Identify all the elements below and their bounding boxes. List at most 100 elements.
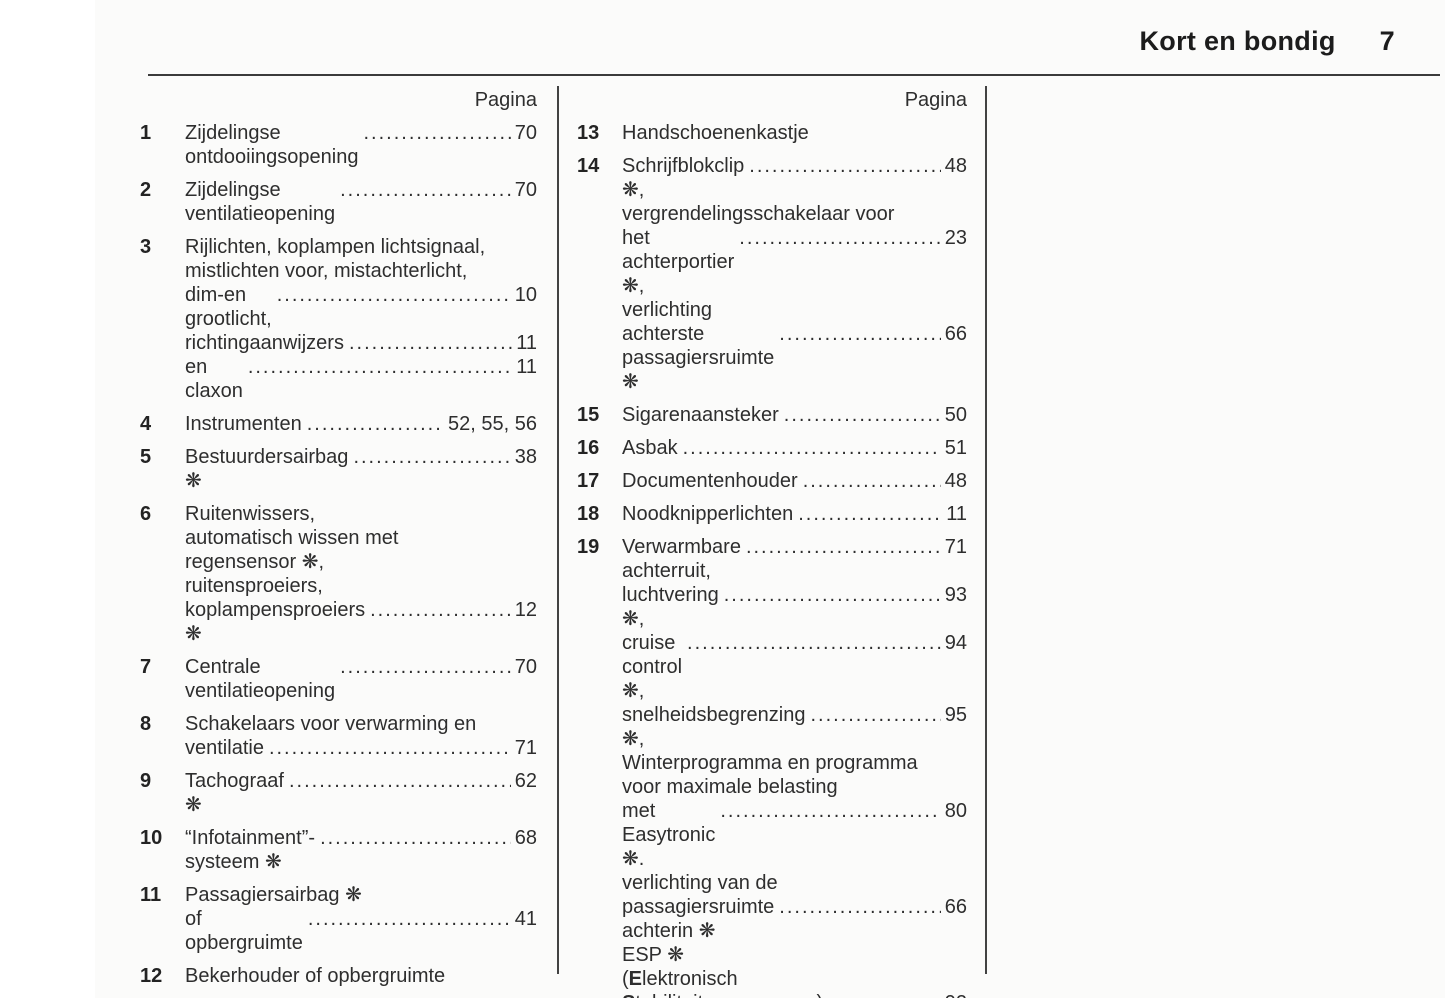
entry-text: vergrendelingsschakelaar voor	[622, 203, 895, 225]
entry-lines: Ruitenwissers, automatisch wissen met rege…	[185, 502, 537, 646]
dot-leader: ........................................…	[779, 323, 940, 345]
entry-page-number: 50	[944, 404, 967, 426]
entry-line: Passagiersairbag ❋	[185, 883, 537, 907]
entry-text: achterste passagiersruimte ❋	[622, 323, 780, 393]
entry-number: 5	[140, 446, 152, 468]
option-asterisk-icon: ❋	[345, 884, 362, 906]
dot-leader: ........................................…	[802, 470, 941, 492]
entry-text: automatisch wissen met	[185, 527, 399, 549]
entry-lines: Noodknipperlichten......................…	[622, 502, 967, 526]
entry-number: 1	[140, 122, 152, 144]
entry-lines: Zijdelingse ventilatieopening...........…	[185, 178, 537, 226]
entry-line: automatisch wissen met	[185, 526, 537, 550]
entry-lines: Documentenhouder........................…	[622, 469, 967, 493]
entry-page-number: 11	[946, 503, 967, 525]
index-entry: 5 Bestuurdersairbag ❋....................…	[140, 445, 537, 493]
entry-line: of opbergruimte.........................…	[185, 907, 537, 955]
entry-lines: Bestuurdersairbag ❋.....................…	[185, 445, 537, 493]
entry-number: 15	[577, 404, 600, 426]
entry-lines: Bekerhouder of opbergruimte	[185, 964, 537, 988]
entry-line: koplampensproeiers ❋....................…	[185, 598, 537, 646]
index-entry: 7 Centrale ventilatieopening.............…	[140, 655, 537, 703]
entry-text: mistlichten voor, mistachterlicht,	[185, 260, 468, 282]
entry-text: Passagiersairbag ❋	[185, 884, 362, 906]
entry-page-number: 51	[944, 437, 967, 459]
entry-page-number: 11	[516, 332, 537, 354]
dot-leader: ........................................…	[307, 908, 511, 930]
entry-line: Stabiliteitsprogramma)..................…	[622, 991, 967, 998]
entry-number: 17	[577, 470, 600, 492]
entry-line: Instrumenten............................…	[185, 412, 537, 436]
entry-text: Stabiliteitsprogramma)	[622, 991, 823, 998]
entry-lines: Instrumenten............................…	[185, 412, 537, 436]
dot-leader: ........................................…	[828, 991, 941, 998]
index-entry: 9 Tachograaf ❋...........................…	[140, 769, 537, 817]
entry-text: Noodknipperlichten	[622, 503, 794, 525]
index-entry: 3 Rijlichten, koplampen lichtsignaal, mist…	[140, 235, 537, 403]
dot-leader: ........................................…	[745, 536, 941, 558]
entry-lines: “Infotainment”-systeem ❋................…	[185, 826, 537, 874]
pagina-header-right: Pagina	[904, 89, 967, 111]
index-entry: 19 Verwarmbare achterruit,...............…	[577, 535, 967, 998]
entry-text: dim-en grootlicht,	[185, 284, 272, 330]
pagina-header-left: Pagina	[474, 89, 537, 111]
entry-number: 6	[140, 503, 152, 525]
option-asterisk-icon: ❋	[265, 851, 282, 873]
entry-lines: Verwarmbare achterruit,.................…	[622, 535, 967, 998]
entry-text: Handschoenenkastje	[622, 122, 809, 144]
entry-line: cruise control ❋,.......................…	[622, 631, 967, 703]
index-entry: 16 Asbak.................................…	[577, 436, 967, 460]
entry-text: koplampensproeiers ❋	[185, 599, 371, 645]
entry-text: ruitensproeiers,	[185, 575, 323, 597]
entry-number: 9	[140, 770, 152, 792]
entry-text: Asbak	[622, 437, 678, 459]
entry-text: Ruitenwissers,	[185, 503, 316, 525]
entry-page-number: 52, 55, 56	[448, 413, 537, 435]
entry-lines: Passagiersairbag ❋ of opbergruimte.......…	[185, 883, 537, 955]
dot-leader: ........................................…	[348, 332, 512, 354]
dot-leader: ........................................…	[370, 599, 511, 621]
entry-line: Ruitenwissers,	[185, 502, 537, 526]
entry-number: 19	[577, 536, 600, 558]
entry-text: Schakelaars voor verwarming en	[185, 713, 477, 735]
entry-line: Noodknipperlichten......................…	[622, 502, 967, 526]
entry-page-number: 48	[944, 155, 967, 177]
entry-text: Zijdelingse ventilatieopening	[185, 179, 336, 225]
entry-line: passagiersruimte achterin ❋.............…	[622, 895, 967, 943]
entry-line: met Easytronic ❋........................…	[622, 799, 967, 871]
dot-leader: ........................................…	[363, 122, 510, 144]
entry-lines: Tachograaf ❋............................…	[185, 769, 537, 817]
entry-line: ESP ❋	[622, 943, 967, 967]
entry-page-number: 38	[514, 446, 537, 468]
option-asterisk-icon: ❋	[622, 371, 639, 393]
entry-line: Tachograaf ❋............................…	[185, 769, 537, 817]
entry-text: het achterportier ❋,	[622, 227, 740, 297]
entry-text: en claxon	[185, 356, 243, 402]
entry-text: Winterprogramma en programma	[622, 752, 918, 774]
entry-line: Zijdelingse ventilatieopening...........…	[185, 178, 537, 226]
option-asterisk-icon: ❋	[622, 608, 639, 630]
entry-text: Instrumenten	[185, 413, 302, 435]
page-number: 7	[1379, 26, 1395, 56]
entry-lines: Centrale ventilatieopening..............…	[185, 655, 537, 703]
entry-line: Zijdelingse ontdooiingsopening..........…	[185, 121, 537, 169]
entry-lines: Sigarenaansteker........................…	[622, 403, 967, 427]
entry-line: het achterportier ❋,....................…	[622, 226, 967, 298]
index-entry: 11 Passagiersairbag ❋ of opbergruimte.....…	[140, 883, 537, 955]
entry-text: luchtvering ❋,	[622, 584, 725, 630]
entry-number: 18	[577, 503, 600, 525]
entry-line: Schrijfblokclip ❋,......................…	[622, 154, 967, 202]
index-entry: 13 Handschoenenkastje	[577, 121, 967, 145]
option-asterisk-icon: ❋	[301, 551, 319, 573]
entry-text: verlichting	[622, 299, 713, 321]
entry-line: Handschoenenkastje	[622, 121, 967, 145]
option-asterisk-icon: ❋	[622, 848, 639, 870]
dot-leader: ........................................…	[798, 503, 942, 525]
dot-leader: ........................................…	[340, 656, 511, 678]
entry-text: voor maximale belasting	[622, 776, 838, 798]
dot-leader: ........................................…	[268, 737, 511, 759]
entry-text: “Infotainment”-systeem ❋	[185, 827, 316, 873]
entry-line: snelheidsbegrenzing ❋,..................…	[622, 703, 967, 751]
entry-text: Schrijfblokclip ❋,	[622, 155, 750, 201]
header-rule	[148, 74, 1440, 76]
